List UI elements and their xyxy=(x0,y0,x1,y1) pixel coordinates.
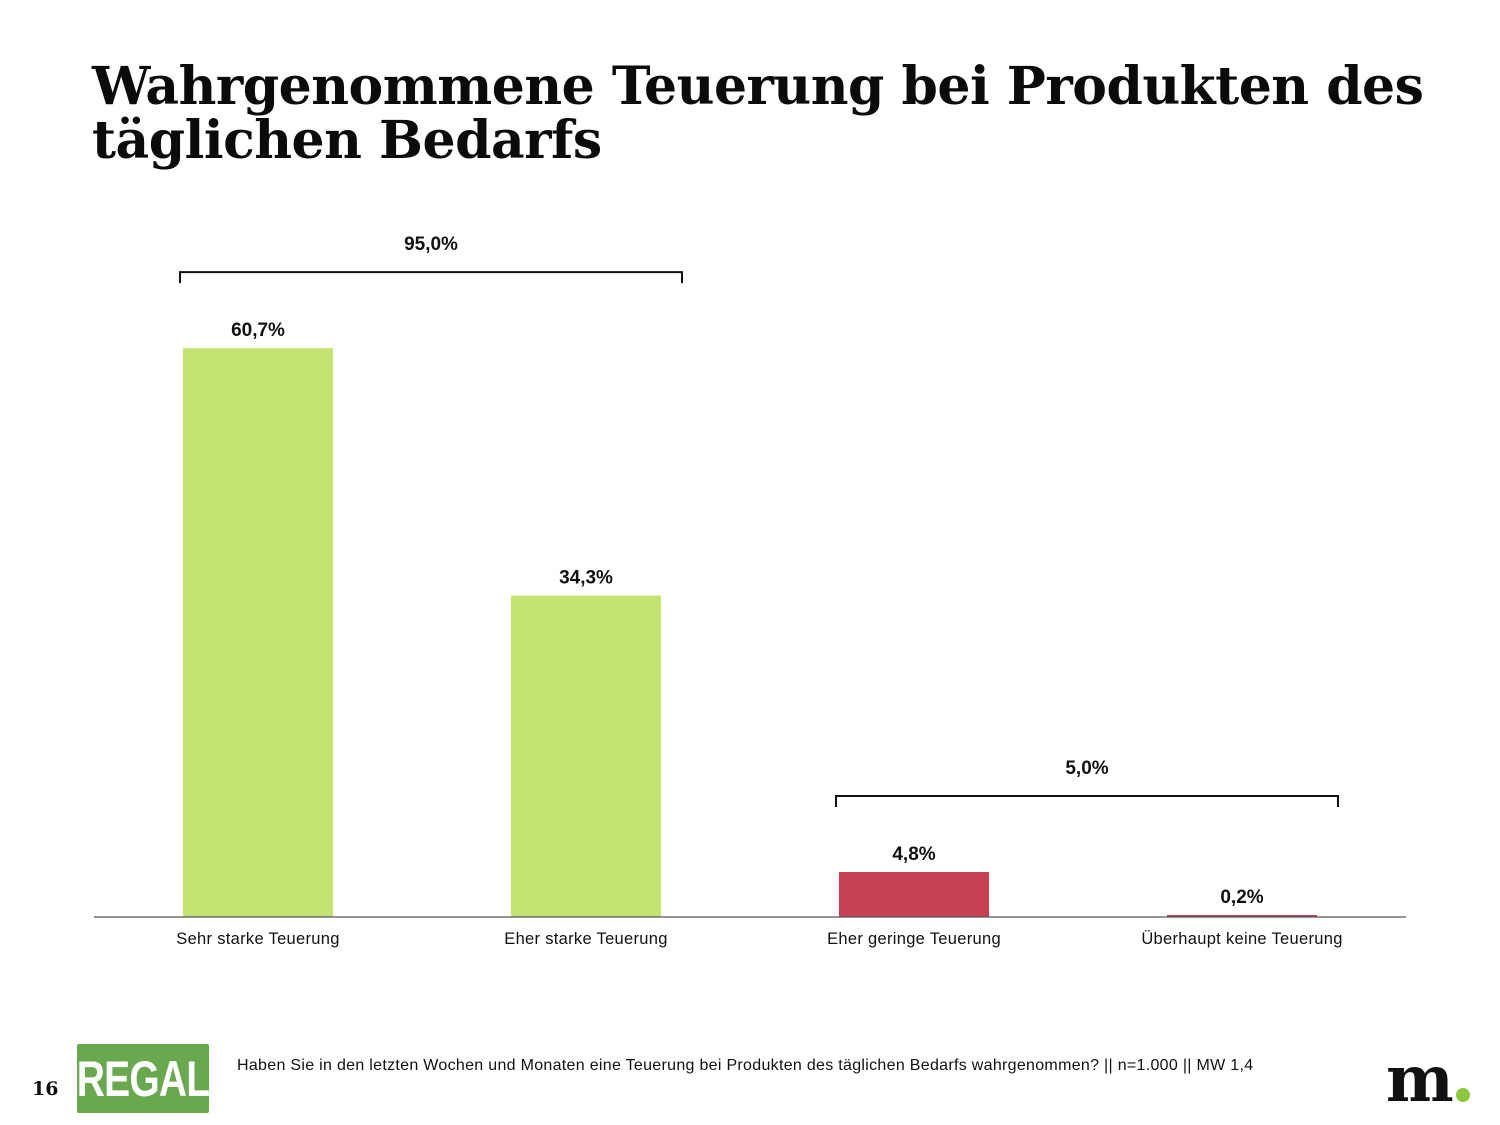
category-label-3: Eher geringe Teuerung xyxy=(827,930,1001,948)
bar-4 xyxy=(1167,915,1317,917)
regal-logo: REGAL xyxy=(76,1044,210,1113)
bar-3 xyxy=(839,872,989,917)
page-title: Wahrgenommene Teuerung bei Produkten des… xyxy=(92,56,1424,171)
brand-logo-dot xyxy=(1455,1088,1470,1102)
footnote: Haben Sie in den letzten Wochen und Mona… xyxy=(237,1057,1254,1074)
brand-logo: m xyxy=(1386,1040,1470,1117)
slide-number: 16 xyxy=(32,1078,59,1100)
data-label-3: 4,8% xyxy=(892,844,935,865)
data-label-4: 0,2% xyxy=(1220,887,1263,908)
bracket-1 xyxy=(179,271,683,284)
bar-2 xyxy=(511,595,661,917)
bracket-2 xyxy=(835,795,1339,808)
data-label-2: 34,3% xyxy=(559,568,613,589)
data-label-1: 60,7% xyxy=(231,320,285,341)
regal-logo-text: REGAL xyxy=(76,1050,210,1107)
brand-logo-letter: m xyxy=(1386,1042,1454,1117)
category-label-1: Sehr starke Teuerung xyxy=(176,930,339,948)
bracket-label-1: 95,0% xyxy=(404,234,458,255)
category-label-2: Eher starke Teuerung xyxy=(504,930,667,948)
bar-1 xyxy=(183,348,333,917)
bracket-label-2: 5,0% xyxy=(1065,758,1108,779)
category-label-4: Überhaupt keine Teuerung xyxy=(1141,930,1342,948)
